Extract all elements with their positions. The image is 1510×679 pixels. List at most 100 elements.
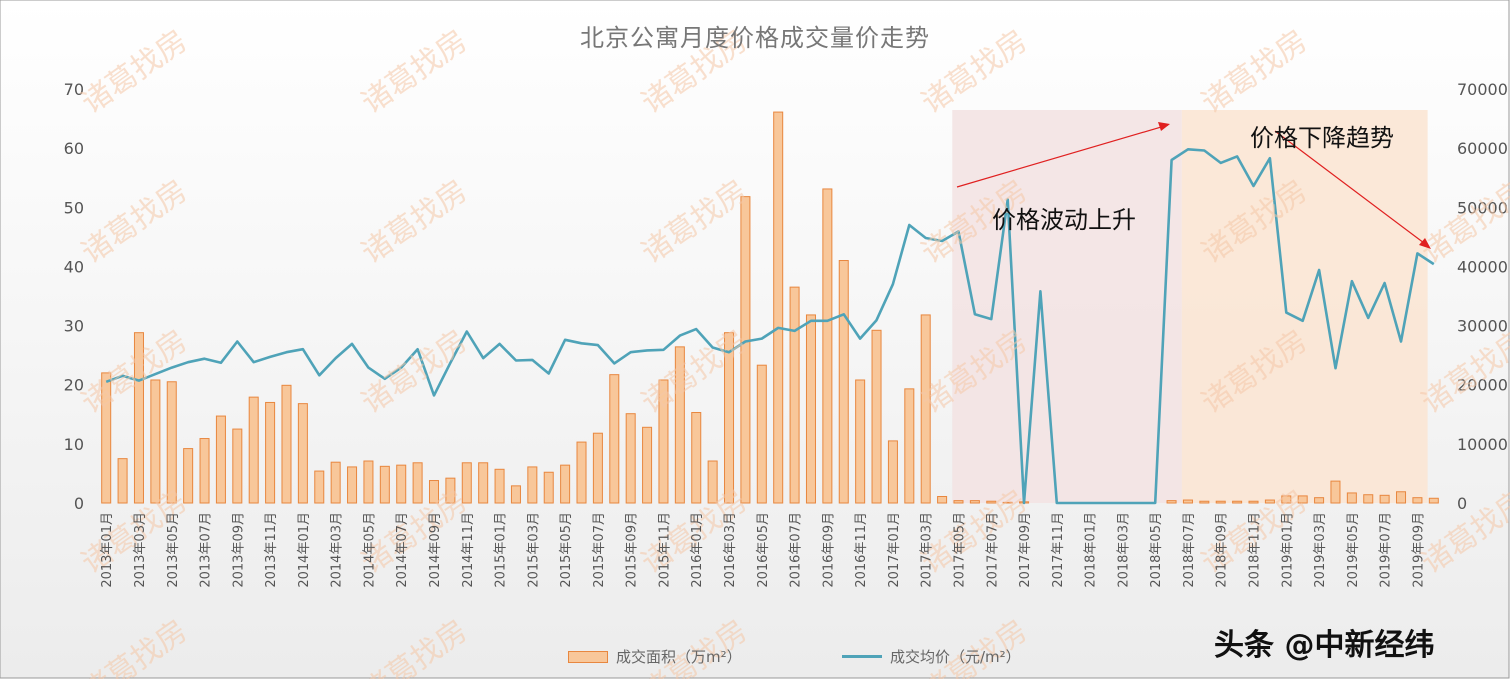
bar-2016-12 xyxy=(871,329,882,504)
x-tick-2013年09月: 2013年09月 xyxy=(231,512,246,588)
bar-2019-03 xyxy=(1314,497,1325,504)
annotation-price-fall: 价格下降趋势 xyxy=(1250,124,1394,152)
right-axis-tick-30000: 30000 xyxy=(1457,317,1508,336)
x-tick-2019年09月: 2019年09月 xyxy=(1411,512,1426,588)
bar-2019-04 xyxy=(1330,480,1341,504)
x-tick-2014年11月: 2014年11月 xyxy=(461,512,476,588)
bar-2013-03 xyxy=(133,332,144,504)
bar-2014-05 xyxy=(363,460,374,504)
x-tick-2013年11月: 2013年11月 xyxy=(264,512,279,588)
bar-2014-01 xyxy=(297,403,308,504)
bar-2019-07 xyxy=(1379,494,1390,504)
right-axis-tick-50000: 50000 xyxy=(1457,198,1508,217)
x-tick-2016年05月: 2016年05月 xyxy=(756,512,771,588)
x-tick-2018年03月: 2018年03月 xyxy=(1116,512,1131,588)
x-tick-2014年03月: 2014年03月 xyxy=(330,512,345,588)
legend-label-price: 成交均价（元/m²） xyxy=(890,648,1021,666)
x-tick-2013年03月: 2013年03月 xyxy=(133,512,148,588)
x-tick-2013年01月: 2013年01月 xyxy=(100,512,115,588)
bar-2016-07 xyxy=(789,286,800,504)
bar-2019-09 xyxy=(1412,497,1423,504)
bar-2017-02 xyxy=(904,388,915,504)
bar-2016-04 xyxy=(740,196,751,504)
bar-2017-03 xyxy=(920,314,931,504)
x-tick-2015年09月: 2015年09月 xyxy=(625,512,640,588)
x-tick-2016年07月: 2016年07月 xyxy=(789,512,804,588)
x-tick-2016年09月: 2016年09月 xyxy=(821,512,836,588)
bar-2013-11 xyxy=(265,401,276,504)
bar-2016-10 xyxy=(838,260,849,504)
bar-2013-04 xyxy=(150,379,161,504)
bar-2016-01 xyxy=(691,412,702,504)
left-axis-tick-50: 50 xyxy=(64,198,84,217)
bar-2017-06 xyxy=(969,500,980,504)
legend-label-area: 成交面积（万m²） xyxy=(616,648,742,666)
x-tick-2016年11月: 2016年11月 xyxy=(854,512,869,588)
fall-arrow xyxy=(1274,130,1429,247)
bar-2018-11 xyxy=(1248,500,1259,504)
bar-2016-08 xyxy=(805,314,816,504)
left-axis-tick-10: 10 xyxy=(64,435,84,454)
shaded-region-2 xyxy=(1181,110,1428,503)
bar-2019-02 xyxy=(1297,495,1308,504)
bar-2013-09 xyxy=(232,428,243,504)
right-axis-tick-70000: 70000 xyxy=(1457,80,1508,99)
rise-arrow-head xyxy=(1158,122,1170,131)
bar-2014-04 xyxy=(347,466,358,504)
bar-2014-06 xyxy=(379,465,390,504)
chart-title: 北京公寓月度价格成交量价走势 xyxy=(580,24,930,52)
bar-2016-05 xyxy=(756,364,767,504)
x-tick-2018年11月: 2018年11月 xyxy=(1248,512,1263,588)
x-tick-2014年05月: 2014年05月 xyxy=(362,512,377,588)
legend-item-price: 成交均价（元/m²） xyxy=(842,646,1021,667)
bar-2013-10 xyxy=(248,396,259,504)
bar-2014-12 xyxy=(478,462,489,504)
bar-2016-09 xyxy=(822,188,833,504)
x-tick-2015年05月: 2015年05月 xyxy=(559,512,574,588)
x-tick-2019年01月: 2019年01月 xyxy=(1280,512,1295,588)
bar-2016-02 xyxy=(707,460,718,504)
bar-2019-08 xyxy=(1396,491,1407,504)
legend-bar-swatch xyxy=(568,650,608,663)
bar-2018-07 xyxy=(1182,499,1193,504)
x-tick-2016年01月: 2016年01月 xyxy=(690,512,705,588)
bar-2015-02 xyxy=(510,485,521,504)
x-tick-2017年11月: 2017年11月 xyxy=(1051,512,1066,588)
bar-2014-02 xyxy=(314,470,325,504)
annotation-price-rise: 价格波动上升 xyxy=(992,206,1136,234)
x-tick-2014年01月: 2014年01月 xyxy=(297,512,312,588)
bar-2016-06 xyxy=(773,111,784,504)
shaded-region-1 xyxy=(952,110,1182,503)
bar-2013-02 xyxy=(117,458,128,504)
x-tick-2017年01月: 2017年01月 xyxy=(887,512,902,588)
bar-2013-07 xyxy=(199,438,210,504)
bar-2014-11 xyxy=(461,462,472,504)
left-axis-tick-20: 20 xyxy=(64,376,84,395)
bar-2015-07 xyxy=(592,432,603,504)
x-tick-2019年05月: 2019年05月 xyxy=(1346,512,1361,588)
x-tick-2015年11月: 2015年11月 xyxy=(657,512,672,588)
x-tick-2019年07月: 2019年07月 xyxy=(1379,512,1394,588)
left-axis-tick-40: 40 xyxy=(64,257,84,276)
right-axis-tick-20000: 20000 xyxy=(1457,376,1508,395)
right-axis-tick-40000: 40000 xyxy=(1457,257,1508,276)
bar-2014-03 xyxy=(330,461,341,504)
left-axis-tick-0: 0 xyxy=(74,494,84,513)
bar-2019-01 xyxy=(1281,495,1292,504)
x-tick-2015年03月: 2015年03月 xyxy=(526,512,541,588)
x-tick-2014年07月: 2014年07月 xyxy=(395,512,410,588)
bar-2018-12 xyxy=(1264,499,1275,504)
bar-2015-12 xyxy=(674,346,685,504)
bar-2017-04 xyxy=(937,495,948,504)
bar-2016-11 xyxy=(855,379,866,504)
right-axis-tick-0: 0 xyxy=(1457,494,1467,513)
left-axis-tick-30: 30 xyxy=(64,317,84,336)
bar-2017-07 xyxy=(986,500,997,504)
bar-2019-05 xyxy=(1346,492,1357,504)
bar-2014-07 xyxy=(396,464,407,504)
right-axis-tick-10000: 10000 xyxy=(1457,435,1508,454)
bar-2013-05 xyxy=(166,381,177,504)
bar-2015-09 xyxy=(625,413,636,504)
bar-2013-01 xyxy=(101,372,112,504)
